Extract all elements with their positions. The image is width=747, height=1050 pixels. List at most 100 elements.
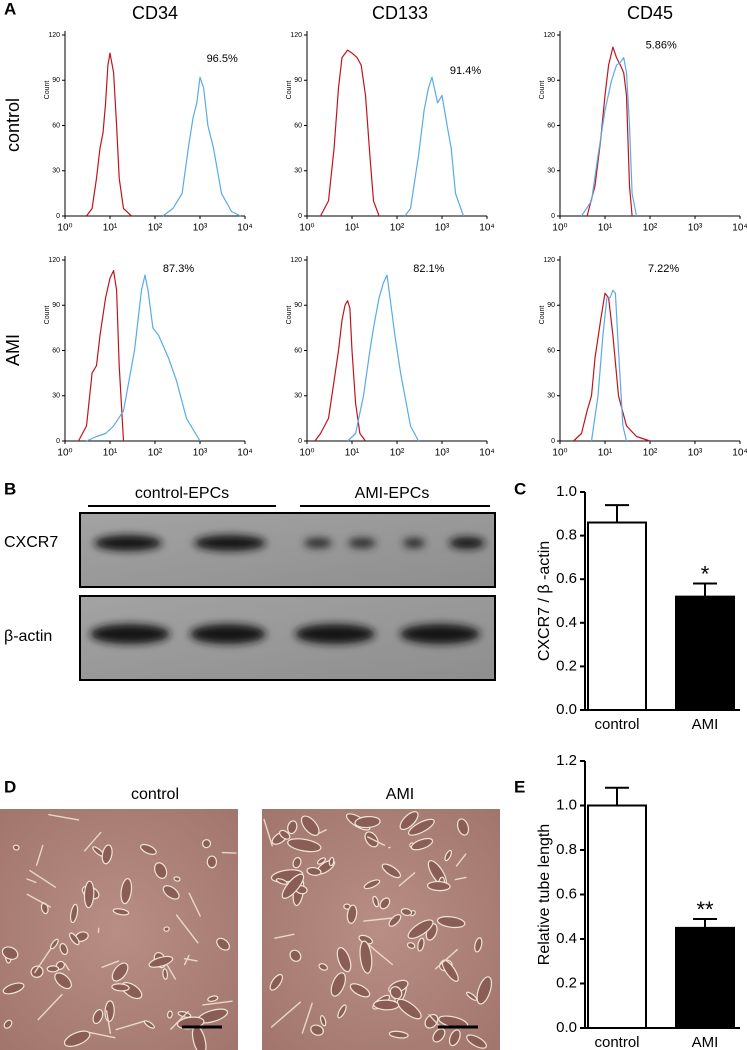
column-title: CD133 <box>372 3 428 23</box>
annotation: 82.1% <box>413 263 444 275</box>
row-title: control <box>3 98 23 152</box>
cell <box>112 908 130 916</box>
y-tick-label: 30 <box>547 393 555 400</box>
y-tick-label: 30 <box>294 393 302 400</box>
cell <box>279 829 291 840</box>
x-tick-label: 10² <box>390 448 405 459</box>
panel-label: E <box>514 777 525 796</box>
cell <box>216 937 230 951</box>
x-tick-label: 10² <box>148 223 163 234</box>
y-axis-title: Count <box>44 306 51 325</box>
cell <box>448 1029 461 1047</box>
cell <box>2 982 25 995</box>
y-tick-label: 0.0 <box>556 1019 577 1036</box>
y-tick-label: 120 <box>290 32 302 39</box>
histogram-line <box>314 300 366 442</box>
cell-process <box>183 954 190 966</box>
y-tick-label: 0.6 <box>556 570 577 587</box>
cell <box>162 968 169 980</box>
cell <box>330 972 346 997</box>
x-tick-label: AMI <box>692 1034 719 1050</box>
y-tick-label: 0 <box>298 438 302 445</box>
y-tick-label: 120 <box>48 257 60 264</box>
column-title: CD45 <box>627 3 673 23</box>
cell <box>287 838 322 853</box>
cell-process <box>35 844 44 866</box>
x-tick-label: 10² <box>390 223 405 234</box>
cell <box>328 856 335 867</box>
cell <box>310 1024 324 1036</box>
cell <box>12 844 20 851</box>
y-axis-title: CXCR7 / β -actin <box>536 541 553 661</box>
column-title: CD34 <box>132 3 178 23</box>
cell-process <box>367 943 393 966</box>
cell <box>30 965 44 978</box>
cell-process <box>170 1010 189 1030</box>
x-tick-label: 10¹ <box>345 223 360 234</box>
y-tick-label: 0 <box>56 213 60 220</box>
row-title: AMI <box>3 334 23 366</box>
cell <box>46 965 60 973</box>
cell <box>432 1028 446 1043</box>
cell-process <box>455 853 467 867</box>
y-tick-label: 60 <box>294 347 302 354</box>
annotation: ** <box>696 897 714 922</box>
cell <box>396 998 422 1020</box>
cell <box>407 818 435 836</box>
cell-process <box>26 878 37 884</box>
panel-label: B <box>4 479 16 498</box>
cell <box>201 839 212 849</box>
x-tick-label: 10² <box>643 448 658 459</box>
cell-process <box>175 914 199 944</box>
x-tick-label: 10¹ <box>345 448 360 459</box>
y-tick-label: 90 <box>547 302 555 309</box>
cell-process <box>183 958 198 962</box>
cell <box>167 1010 173 1019</box>
cell <box>54 972 72 990</box>
cell-process <box>188 892 201 917</box>
y-tick-label: 0 <box>551 213 555 220</box>
cell <box>372 895 380 908</box>
y-tick-label: 30 <box>294 168 302 175</box>
x-tick-label: 10⁴ <box>237 448 252 459</box>
cell <box>1 946 19 960</box>
cell <box>275 878 288 885</box>
y-tick-label: 30 <box>52 393 60 400</box>
x-tick-label: 10⁰ <box>57 448 72 459</box>
cell <box>436 916 466 929</box>
cell-process <box>101 960 120 968</box>
x-tick-label: 10² <box>643 223 658 234</box>
annotation: 7.22% <box>648 263 679 275</box>
cell <box>410 837 434 851</box>
cell <box>163 926 170 932</box>
cell <box>162 885 180 900</box>
cell <box>59 942 69 956</box>
cell-process <box>83 831 102 852</box>
y-tick-label: 120 <box>290 257 302 264</box>
cell <box>417 937 425 952</box>
cell-process <box>363 917 394 922</box>
y-tick-label: 60 <box>547 347 555 354</box>
cell <box>381 863 402 879</box>
y-tick-label: 90 <box>547 77 555 84</box>
histogram-line <box>77 270 125 442</box>
cell <box>306 866 322 876</box>
y-tick-label: 60 <box>52 347 60 354</box>
annotation: 91.4% <box>450 65 481 77</box>
y-tick-label: 30 <box>52 168 60 175</box>
x-tick-label: 10³ <box>688 448 703 459</box>
x-tick-label: 10⁴ <box>732 448 747 459</box>
x-tick-label: AMI <box>692 716 719 733</box>
cell-process <box>398 872 416 887</box>
image-title: control <box>131 786 179 803</box>
cell <box>424 1013 439 1029</box>
y-axis-title: Count <box>539 306 546 325</box>
cell <box>68 932 80 946</box>
cell <box>388 1030 409 1039</box>
cell <box>407 919 434 939</box>
bar <box>587 804 647 1029</box>
row-label: CXCR7 <box>4 534 58 551</box>
western-blot: control-EPCs AMI-EPCs CXCR7 β-actin <box>4 485 496 681</box>
cell <box>111 962 129 982</box>
y-tick-label: 90 <box>294 77 302 84</box>
